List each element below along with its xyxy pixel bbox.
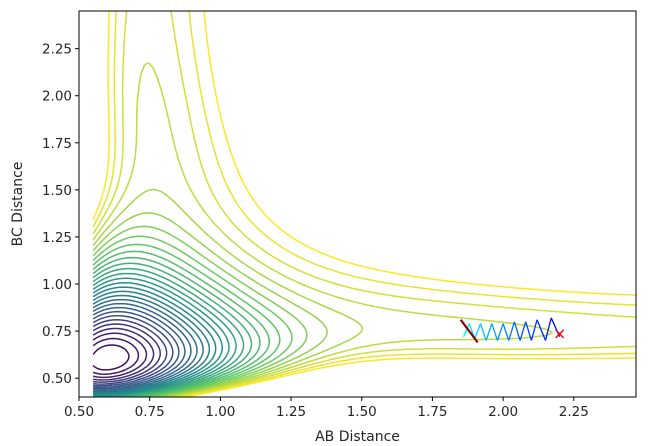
- contour-level: [92, 225, 308, 397]
- trajectory-segment: [496, 323, 504, 341]
- trajectory-segment: [513, 321, 521, 341]
- contour-level: [92, 337, 140, 375]
- contour-level: [92, 267, 245, 397]
- x-tick-label: 1.50: [347, 404, 377, 420]
- end-marker: [555, 329, 565, 339]
- contour-level: [92, 327, 155, 381]
- contour-level: [92, 188, 364, 397]
- contour-level: [92, 62, 553, 397]
- plot-frame: [78, 10, 637, 398]
- contour-level: [92, 11, 636, 397]
- trajectory-segment: [508, 321, 516, 341]
- contour-level: [92, 323, 161, 383]
- contour-level: [92, 294, 204, 394]
- contour-level: [92, 11, 636, 397]
- y-tick-label: 1.00: [42, 277, 72, 293]
- x-tick-label: 2.25: [559, 404, 589, 420]
- contour-level: [92, 256, 261, 397]
- trajectory-segment: [474, 323, 482, 339]
- x-tick-label: 2.00: [488, 404, 518, 420]
- contour-level: [92, 212, 328, 397]
- x-axis-ticks: 0.50 0.75 1.00 1.25 1.50 1.75 2.00 2.25: [64, 397, 589, 420]
- y-axis-title: BC Distance: [10, 162, 26, 247]
- contour-level: [92, 332, 148, 379]
- trajectory-start-segment: [459, 319, 479, 344]
- contour-level: [92, 235, 293, 397]
- contour-level: [92, 286, 217, 396]
- y-tick-label: 1.75: [42, 136, 72, 152]
- y-tick-label: 2.00: [42, 89, 72, 105]
- contour-level: [92, 306, 186, 390]
- trajectory-segment: [544, 317, 552, 341]
- plot-background: [79, 11, 636, 397]
- trajectory-segment: [491, 323, 499, 341]
- x-tick-label: 0.50: [64, 404, 94, 420]
- trajectory-segment: [462, 330, 467, 338]
- contour-level: [92, 344, 130, 371]
- trajectory-segment: [536, 319, 547, 341]
- y-tick-label: 1.50: [42, 183, 72, 199]
- contour-level: [92, 290, 211, 395]
- contour-level: [92, 11, 636, 397]
- contour-level: [92, 250, 271, 397]
- contour-level: [92, 302, 192, 391]
- contour-level: [92, 262, 253, 397]
- trajectory: [459, 317, 565, 344]
- x-tick-label: 1.25: [276, 404, 306, 420]
- contour-level: [92, 319, 168, 385]
- contour-level: [92, 243, 281, 397]
- x-tick-label: 0.75: [135, 404, 165, 420]
- contour-level: [92, 314, 174, 387]
- contour-lines: [92, 11, 636, 397]
- trajectory-segment: [525, 321, 533, 341]
- y-tick-label: 1.25: [42, 230, 72, 246]
- contour-level: [92, 272, 237, 397]
- x-tick-label: 1.75: [417, 404, 447, 420]
- y-tick-label: 2.25: [42, 42, 72, 58]
- contour-level: [92, 310, 180, 389]
- contour-level: [92, 282, 223, 397]
- y-axis-ticks: 0.50 0.75 1.00 1.25 1.50 1.75 2.00 2.25: [42, 42, 79, 387]
- contour-level: [92, 298, 198, 393]
- trajectory-segment: [550, 317, 561, 338]
- x-tick-label: 1.00: [205, 404, 235, 420]
- y-tick-label: 0.75: [42, 324, 72, 340]
- y-tick-label: 0.50: [42, 371, 72, 387]
- trajectory-segment: [485, 323, 493, 341]
- x-axis-title: AB Distance: [315, 429, 400, 445]
- trajectory-segment: [479, 323, 487, 341]
- trajectory-segment: [502, 323, 510, 341]
- trajectory-segment: [530, 319, 538, 341]
- trajectory-segment: [519, 321, 527, 341]
